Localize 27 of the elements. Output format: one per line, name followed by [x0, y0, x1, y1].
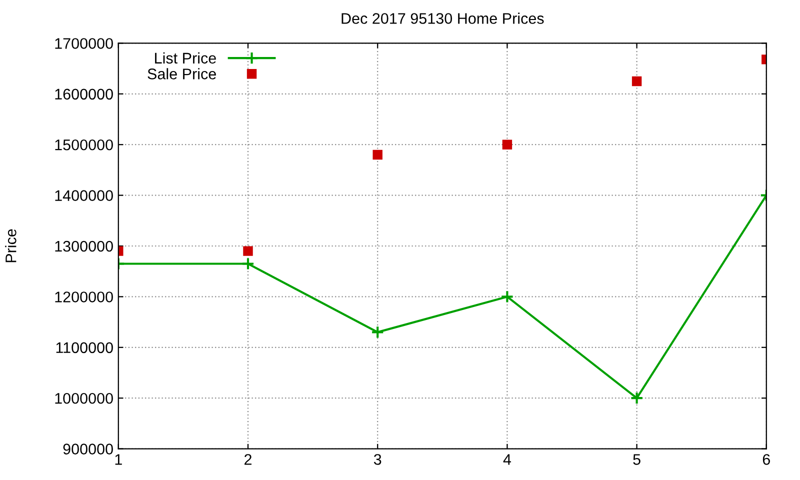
y-tick-label: 1700000: [55, 38, 113, 49]
x-tick-label: 6: [762, 454, 770, 465]
y-tick-label: 1400000: [55, 190, 113, 201]
point: [630, 392, 644, 405]
chart-title: Dec 2017 95130 Home Prices: [342, 12, 544, 24]
y-tick-label: 1600000: [55, 88, 113, 100]
y-axis-title: Price: [5, 229, 16, 262]
y-tick-label: 1200000: [55, 292, 113, 302]
y-tick-label: 1100000: [56, 342, 113, 354]
x-tick-label: 2: [244, 454, 252, 465]
legend-label: List Price: [155, 52, 216, 64]
point: [632, 76, 642, 86]
x-tick-label: 4: [503, 454, 511, 465]
point: [502, 140, 512, 150]
point: [241, 257, 255, 270]
x-tick-label: 5: [633, 454, 640, 465]
y-tick-label: 1300000: [55, 240, 113, 252]
x-tick-label: 3: [374, 454, 382, 465]
point: [372, 150, 382, 160]
x-tick-label: 1: [115, 454, 122, 465]
y-tick-label: 1500000: [55, 139, 113, 150]
y-tick-label: 1000000: [55, 392, 113, 404]
point: [243, 246, 253, 256]
y-tick-label: 900000: [63, 444, 113, 454]
legend-label: Sale Price: [148, 68, 216, 80]
point: [371, 326, 384, 339]
point: [500, 290, 514, 304]
